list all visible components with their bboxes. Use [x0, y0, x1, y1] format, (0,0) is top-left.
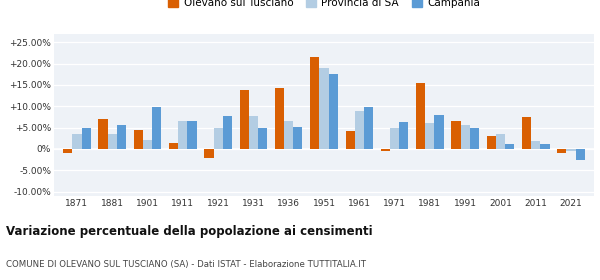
Bar	[487, 136, 496, 149]
Bar	[143, 141, 152, 149]
Bar	[284, 121, 293, 149]
Bar	[107, 134, 117, 149]
Bar	[505, 144, 514, 149]
Legend: Olevano sul Tusciano, Provincia di SA, Campania: Olevano sul Tusciano, Provincia di SA, C…	[164, 0, 484, 12]
Bar	[461, 125, 470, 149]
Bar	[63, 149, 73, 153]
Bar	[416, 83, 425, 149]
Bar	[531, 141, 541, 149]
Bar	[364, 107, 373, 149]
Bar	[319, 68, 329, 149]
Bar	[434, 115, 443, 149]
Bar	[541, 144, 550, 149]
Bar	[117, 125, 126, 149]
Bar	[178, 121, 187, 149]
Bar	[355, 111, 364, 149]
Bar	[98, 119, 107, 149]
Bar	[496, 134, 505, 149]
Bar	[134, 130, 143, 149]
Bar	[73, 134, 82, 149]
Bar	[293, 127, 302, 149]
Bar	[557, 149, 566, 153]
Bar	[399, 122, 409, 149]
Bar	[390, 128, 399, 149]
Bar	[566, 149, 575, 151]
Bar	[152, 107, 161, 149]
Text: COMUNE DI OLEVANO SUL TUSCIANO (SA) - Dati ISTAT - Elaborazione TUTTITALIA.IT: COMUNE DI OLEVANO SUL TUSCIANO (SA) - Da…	[6, 260, 366, 269]
Bar	[82, 128, 91, 149]
Bar	[275, 88, 284, 149]
Bar	[451, 121, 461, 149]
Bar	[214, 128, 223, 149]
Bar	[346, 131, 355, 149]
Text: Variazione percentuale della popolazione ai censimenti: Variazione percentuale della popolazione…	[6, 225, 373, 238]
Bar	[310, 57, 319, 149]
Bar	[425, 123, 434, 149]
Bar	[575, 149, 585, 160]
Bar	[522, 117, 531, 149]
Bar	[329, 74, 338, 149]
Bar	[249, 116, 258, 149]
Bar	[381, 149, 390, 151]
Bar	[470, 128, 479, 149]
Bar	[169, 143, 178, 149]
Bar	[239, 90, 249, 149]
Bar	[187, 121, 197, 149]
Bar	[258, 128, 267, 149]
Bar	[223, 116, 232, 149]
Bar	[205, 149, 214, 158]
